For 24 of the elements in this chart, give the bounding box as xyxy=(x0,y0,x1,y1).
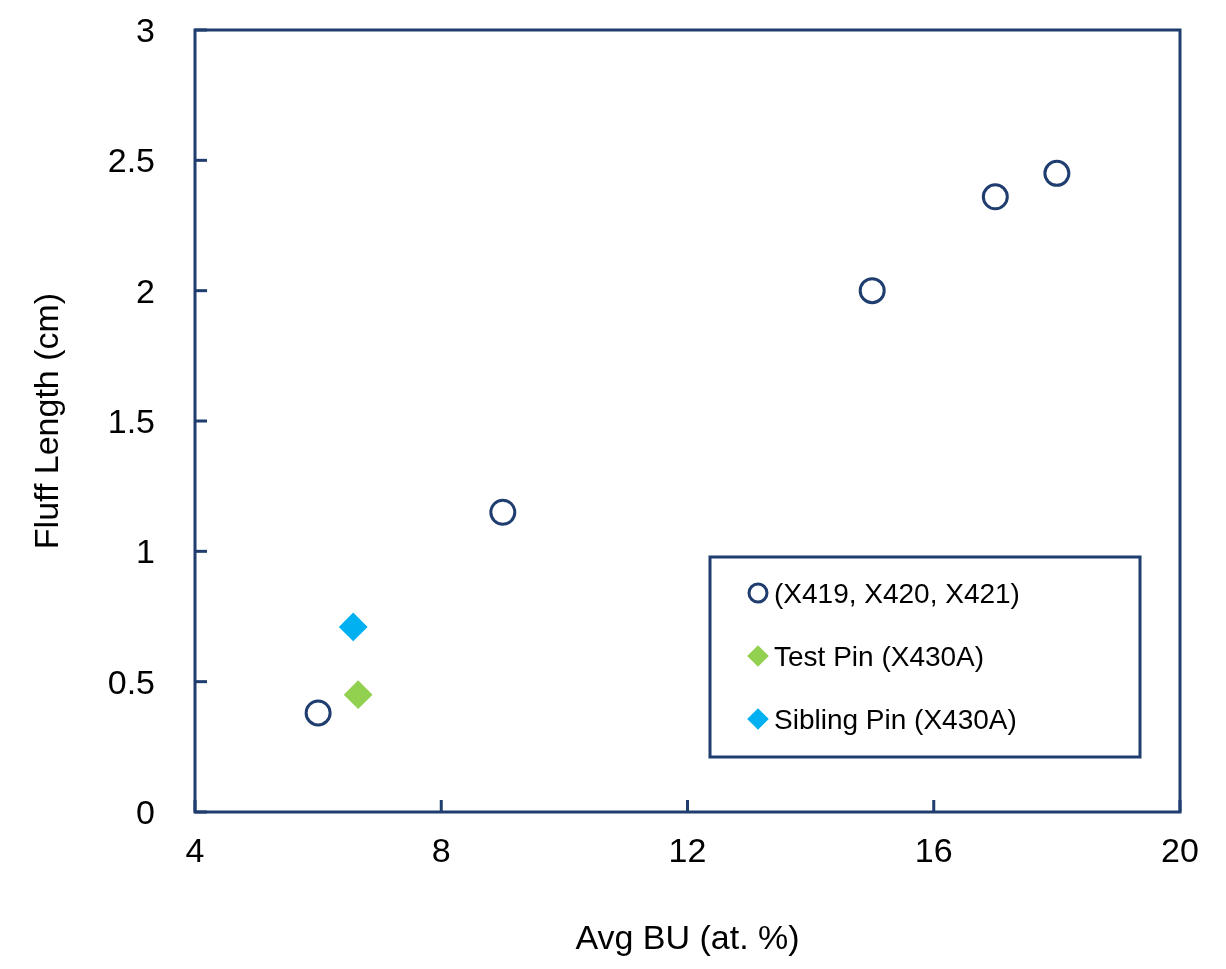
point xyxy=(858,277,886,305)
x-tick-label: 20 xyxy=(1161,831,1199,869)
y-tick-label: 0 xyxy=(136,792,155,831)
point xyxy=(981,183,1009,211)
y-tick-label: 0.5 xyxy=(107,662,155,701)
point xyxy=(489,498,517,526)
y-tick-label: 1 xyxy=(136,532,155,571)
y-tick-label: 2 xyxy=(136,271,155,310)
x-tick-label: 16 xyxy=(914,831,953,869)
x-axis-title: Avg BU (at. %) xyxy=(575,918,800,956)
point xyxy=(304,699,332,727)
x-tick-label: 4 xyxy=(185,831,205,869)
point xyxy=(338,612,368,642)
legend-label: (X419, X420, X421) xyxy=(774,577,1020,609)
x-tick-label: 12 xyxy=(668,831,707,869)
point xyxy=(343,680,373,710)
legend-label: Test Pin (X430A) xyxy=(774,640,985,672)
y-axis-title: Fluff Length (cm) xyxy=(27,292,65,550)
point xyxy=(1043,159,1071,187)
y-tick-label: 3 xyxy=(136,10,155,49)
x-tick-label: 8 xyxy=(431,831,451,869)
y-tick-label: 1.5 xyxy=(107,401,155,440)
y-tick-label: 2.5 xyxy=(107,141,155,180)
legend-label: Sibling Pin (X430A) xyxy=(774,703,1017,735)
